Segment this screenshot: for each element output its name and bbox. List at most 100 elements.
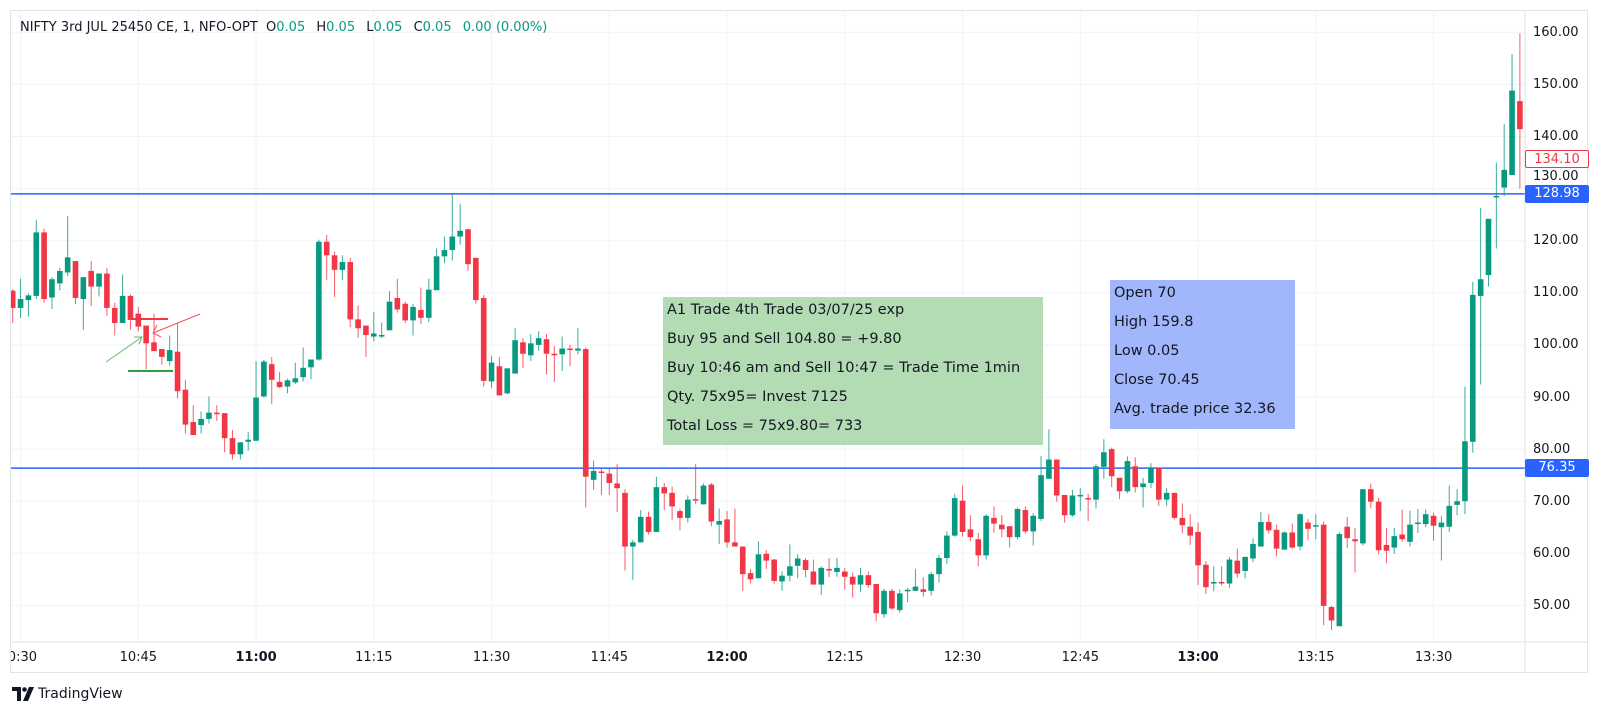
candle-up — [1336, 532, 1343, 627]
price-tick-label: 110.00 — [1533, 285, 1579, 301]
price-tick-label: 140.00 — [1533, 129, 1579, 144]
candle-body — [1038, 475, 1044, 519]
candle-body — [606, 473, 613, 483]
candle-up — [685, 495, 691, 523]
candle-down — [363, 325, 369, 357]
candle-body — [842, 571, 848, 577]
trade-drawings[interactable] — [105, 313, 201, 372]
candle-up — [253, 361, 259, 441]
candle-down — [465, 229, 471, 271]
candle-up — [17, 278, 24, 318]
candle-body — [1014, 509, 1021, 538]
price-tick-label: 90.00 — [1533, 389, 1571, 405]
horizontal-lines[interactable] — [11, 193, 1525, 469]
candle-down — [1195, 522, 1201, 586]
price-tick-label: 50.00 — [1533, 597, 1571, 613]
symbol-name[interactable]: NIFTY 3rd JUL 25450 CE, 1, NFO-OPT — [20, 20, 258, 35]
candle-up — [488, 355, 495, 389]
candle-down — [1399, 509, 1405, 542]
candle-body — [1477, 279, 1484, 296]
candle-up — [1485, 218, 1492, 287]
candle-body — [637, 516, 644, 543]
candle-up — [881, 588, 887, 618]
candle-body — [1132, 466, 1139, 488]
time-tick-label: 13:15 — [1297, 650, 1335, 665]
candle-up — [779, 571, 785, 591]
candle-body — [174, 351, 181, 392]
candle-body — [543, 339, 550, 354]
candle-body — [920, 589, 927, 592]
candle-body — [865, 575, 872, 586]
buy-arrow-icon[interactable] — [105, 336, 143, 363]
candle-body — [685, 499, 691, 518]
candle-body — [677, 511, 683, 518]
candle-body — [1320, 524, 1327, 606]
candle-down — [104, 267, 110, 316]
candle-body — [88, 270, 94, 287]
candle-up — [794, 554, 801, 579]
trade-note[interactable]: A1 Trade 4th Trade 03/07/25 exp Buy 95 a… — [663, 297, 1043, 445]
time-tick-label: 12:30 — [943, 650, 982, 665]
candle-up — [1501, 123, 1507, 196]
candle-body — [1273, 529, 1280, 549]
candle-body — [732, 542, 738, 547]
candle-up — [433, 248, 440, 291]
candle-up — [80, 277, 87, 330]
candle-up — [300, 347, 306, 382]
candle-up — [198, 411, 204, 434]
candle-up — [166, 335, 173, 366]
candle-body — [127, 295, 134, 320]
candle-down — [1132, 457, 1139, 493]
candle-body — [292, 378, 299, 383]
candle-down — [999, 515, 1005, 538]
candle-down — [614, 464, 620, 513]
candle-body — [245, 439, 251, 442]
candle-body — [857, 575, 864, 585]
candle-down — [763, 550, 770, 569]
candle-body — [763, 553, 770, 561]
candle-body — [1446, 505, 1453, 527]
summary-note[interactable]: Open 70 High 159.8 Low 0.05 Close 70.45 … — [1110, 280, 1295, 429]
candle-down — [159, 349, 165, 365]
candle-body — [214, 412, 220, 415]
candle-up — [653, 476, 660, 532]
candle-body — [457, 230, 463, 237]
candle-body — [206, 412, 212, 419]
tradingview-logo[interactable]: TradingView — [12, 686, 123, 702]
candle-body — [284, 380, 291, 387]
candle-up — [378, 322, 385, 339]
candle-up — [1462, 386, 1468, 515]
candle-up — [1360, 489, 1366, 546]
candle-down — [229, 429, 236, 460]
candle-up — [1163, 488, 1170, 506]
candle-body — [630, 542, 636, 547]
candle-body — [779, 575, 785, 582]
candle-body — [645, 516, 652, 532]
candle-down — [959, 485, 966, 537]
candle-up — [1046, 429, 1052, 479]
time-tick-label: 11:30 — [472, 650, 511, 665]
candle-up — [64, 216, 71, 277]
candle-body — [1226, 559, 1233, 584]
candle-body — [166, 350, 173, 362]
candle-down — [582, 347, 589, 508]
candle-up — [528, 333, 534, 362]
candle-down — [1375, 497, 1382, 555]
candle-up — [944, 531, 950, 564]
candle-body — [582, 349, 589, 477]
candle-up — [755, 541, 762, 579]
candle-down — [889, 588, 895, 611]
candle-down — [1367, 483, 1374, 509]
candle-body — [371, 333, 377, 337]
candle-down — [480, 294, 487, 387]
candle-body — [622, 492, 628, 547]
candle-down — [88, 261, 94, 306]
candle-up — [1077, 488, 1084, 512]
candle-body — [1281, 532, 1288, 550]
sell-arrow-icon[interactable] — [152, 313, 201, 338]
candle-up — [237, 442, 244, 460]
candle-up — [1415, 509, 1421, 533]
candle-body — [794, 558, 801, 566]
candle-body — [418, 309, 424, 318]
